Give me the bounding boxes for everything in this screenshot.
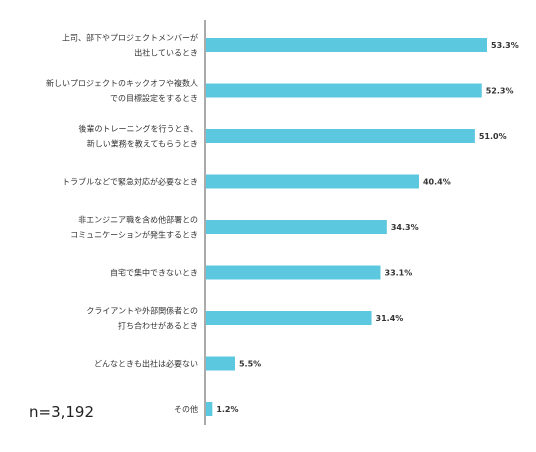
category-label-1-line-1: での目標設定をするとき xyxy=(110,93,198,103)
category-label-2: 後輩のトレーニングを行うとき、新しい業務を教えてもらうとき xyxy=(79,124,198,149)
value-label-0: 53.3% xyxy=(491,41,519,50)
category-label-1: 新しいプロジェクトのキックオフや複数人での目標設定をするとき xyxy=(46,78,198,103)
bar-2 xyxy=(206,129,475,143)
bar-8 xyxy=(206,402,213,416)
category-label-1-line-0: 新しいプロジェクトのキックオフや複数人 xyxy=(46,78,198,88)
bar-1 xyxy=(206,83,482,98)
value-label-2: 51.0% xyxy=(479,132,507,141)
bar-0 xyxy=(206,38,487,52)
category-label-8: その他 xyxy=(174,404,198,414)
bar-6 xyxy=(206,311,372,325)
category-label-5-line-0: 自宅で集中できないとき xyxy=(110,268,198,278)
category-label-4: 非エンジニア職を含め他部署とのコミュニケーションが発生するとき xyxy=(70,215,198,240)
bar-4 xyxy=(206,220,387,234)
category-label-0: 上司、部下やプロジェクトメンバーが出社しているとき xyxy=(62,33,198,58)
category-label-6-line-1: 打ち合わせがあるとき xyxy=(118,321,198,331)
category-label-6-line-0: クライアントや外部関係者との xyxy=(86,306,198,316)
category-label-0-line-0: 上司、部下やプロジェクトメンバーが xyxy=(62,33,198,43)
category-label-4-line-1: コミュニケーションが発生するとき xyxy=(70,230,198,240)
sample-size-label: n=3,192 xyxy=(29,403,95,421)
category-label-8-line-0: その他 xyxy=(174,404,198,414)
category-label-6: クライアントや外部関係者との打ち合わせがあるとき xyxy=(86,306,198,331)
value-label-5: 33.1% xyxy=(385,269,413,278)
bar-5 xyxy=(206,265,381,280)
value-label-8: 1.2% xyxy=(216,405,238,414)
category-label-7-line-0: どんなときも出社は必要ない xyxy=(94,359,198,369)
category-label-3: トラブルなどで緊急対応が必要なとき xyxy=(62,177,198,187)
value-label-4: 34.3% xyxy=(391,223,419,232)
value-label-1: 52.3% xyxy=(486,87,514,96)
category-label-5: 自宅で集中できないとき xyxy=(110,268,198,278)
category-label-3-line-0: トラブルなどで緊急対応が必要なとき xyxy=(62,177,198,187)
bar-7 xyxy=(206,356,235,371)
value-label-7: 5.5% xyxy=(239,360,261,369)
category-label-7: どんなときも出社は必要ない xyxy=(94,359,198,369)
value-label-6: 31.4% xyxy=(376,314,404,323)
category-label-2-line-0: 後輩のトレーニングを行うとき、 xyxy=(79,124,198,134)
category-label-4-line-0: 非エンジニア職を含め他部署との xyxy=(78,215,198,225)
value-label-3: 40.4% xyxy=(423,178,451,187)
category-label-2-line-1: 新しい業務を教えてもらうとき xyxy=(87,139,198,149)
category-label-0-line-1: 出社しているとき xyxy=(134,48,198,58)
bar-3 xyxy=(206,174,419,189)
